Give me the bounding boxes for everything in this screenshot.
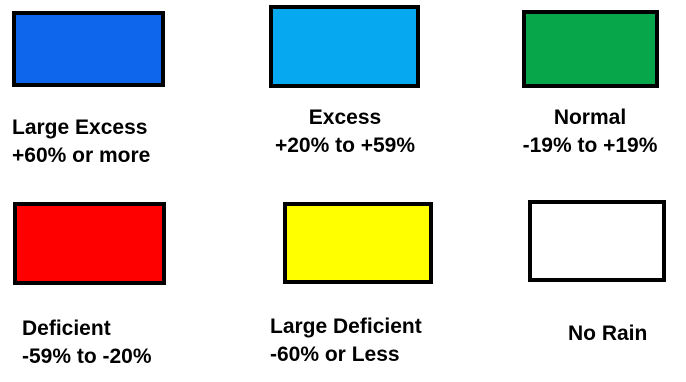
large-excess-label: Large Excess +60% or more	[12, 114, 150, 170]
excess-title: Excess	[308, 106, 382, 129]
no-rain-swatch	[528, 200, 666, 282]
excess-swatch	[269, 5, 420, 88]
deficient-swatch	[13, 202, 166, 285]
large-deficient-label: Large Deficient -60% or Less	[270, 313, 422, 369]
normal-range: -19% to +19%	[522, 134, 658, 157]
normal-swatch	[522, 10, 659, 88]
deficient-range: -59% to -20%	[22, 345, 152, 368]
normal-label: Normal -19% to +19%	[495, 104, 685, 160]
excess-range: +20% to +59%	[274, 134, 416, 157]
no-rain-title: No Rain	[568, 322, 648, 345]
large-excess-range: +60% or more	[12, 144, 151, 167]
large-excess-swatch	[12, 11, 165, 87]
large-excess-title: Large Excess	[12, 116, 148, 139]
normal-title: Normal	[553, 106, 627, 129]
large-deficient-title: Large Deficient	[270, 315, 422, 338]
large-deficient-range: -60% or Less	[270, 343, 400, 366]
deficient-label: Deficient -59% to -20%	[22, 315, 152, 371]
large-deficient-swatch	[283, 202, 433, 284]
excess-label: Excess +20% to +59%	[250, 104, 440, 160]
deficient-title: Deficient	[22, 317, 111, 340]
no-rain-label: No Rain	[568, 320, 647, 348]
